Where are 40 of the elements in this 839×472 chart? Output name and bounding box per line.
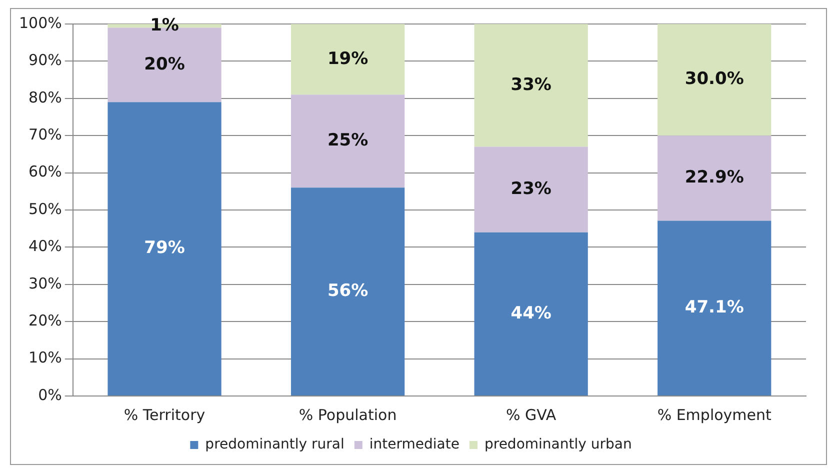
data-label: 20% <box>144 54 185 74</box>
data-label: 1% <box>150 15 179 36</box>
bar <box>474 146 588 232</box>
legend-label: predominantly urban <box>484 436 632 453</box>
bar <box>658 220 772 396</box>
legend-label: intermediate <box>369 436 460 453</box>
legend-label: predominantly rural <box>205 436 344 453</box>
bar <box>290 188 405 396</box>
y-tick-label: 20% <box>28 311 62 330</box>
x-tick-label: % GVA <box>506 406 557 424</box>
data-label: 19% <box>327 48 368 69</box>
x-tick-label: % Territory <box>124 406 206 424</box>
data-label: 56% <box>327 281 368 302</box>
bar <box>658 136 772 221</box>
y-tick-label: 80% <box>28 88 62 106</box>
y-tick-label: 0% <box>38 386 62 404</box>
y-tick-label: 50% <box>28 200 62 218</box>
y-tick-label: 10% <box>28 348 62 367</box>
bar <box>474 24 588 147</box>
bar <box>108 102 222 396</box>
y-tick-label: 60% <box>28 162 62 181</box>
data-label: 79% <box>144 238 185 258</box>
data-label: 47.1% <box>684 298 744 318</box>
data-label: 30.0% <box>684 69 744 90</box>
y-tick-label: 90% <box>28 51 62 70</box>
x-tick-label: % Employment <box>657 406 772 424</box>
y-tick-label: 30% <box>28 274 62 292</box>
data-label: 22.9% <box>684 168 744 188</box>
data-label: 44% <box>510 303 552 324</box>
bar <box>474 232 588 396</box>
x-tick-label: % Population <box>298 406 397 424</box>
data-label: 23% <box>510 178 552 199</box>
data-label: 25% <box>327 130 368 151</box>
bar <box>290 24 405 95</box>
bar <box>658 24 772 136</box>
bar <box>290 94 405 188</box>
y-tick-label: 100% <box>18 14 62 32</box>
data-label: 33% <box>510 74 552 95</box>
y-tick-label: 70% <box>28 125 62 144</box>
y-tick-label: 40% <box>28 237 62 256</box>
